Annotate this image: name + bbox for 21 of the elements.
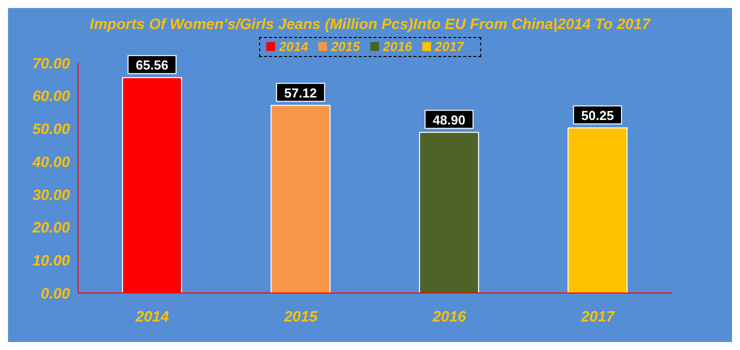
legend-label: 2015	[331, 39, 360, 54]
data-label: 65.56	[136, 58, 168, 73]
y-tick-label: 10.00	[32, 252, 71, 270]
data-label: 50.25	[581, 108, 614, 123]
y-tick-label: 50.00	[32, 121, 71, 138]
y-tick-label: 70.00	[32, 55, 71, 72]
x-tick-label: 2014	[134, 308, 170, 326]
y-tick-label: 60.00	[32, 88, 71, 106]
legend-label: 2016	[383, 39, 412, 54]
chart-title: Imports Of Women's/Girls Jeans (Million Pcs)Into EU From China|2014 To 2017	[88, 15, 652, 33]
x-tick-label: 2016	[432, 308, 467, 326]
y-tick-label: 0.00	[40, 285, 71, 302]
x-tick-label: 2017	[580, 308, 616, 326]
data-label: 48.90	[432, 112, 466, 128]
legend-label: 2017	[434, 39, 464, 54]
x-tick-label: 2015	[283, 308, 318, 326]
y-tick-label: 30.00	[32, 186, 71, 204]
data-label: 57.12	[284, 85, 317, 100]
y-tick-label: 20.00	[31, 220, 71, 237]
legend-label: 2014	[279, 39, 308, 54]
y-tick-label: 40.00	[31, 154, 71, 171]
